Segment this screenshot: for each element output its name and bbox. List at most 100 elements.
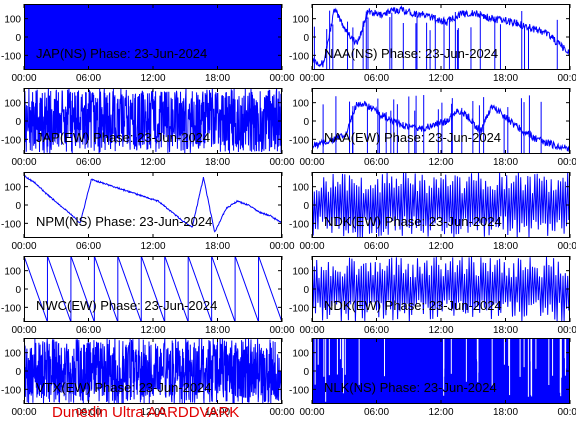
x-tick-label: 12:00 — [140, 407, 165, 418]
x-tick-label: 12:00 — [428, 157, 453, 168]
y-tick-label: 100 — [292, 349, 309, 360]
y-tick-label: -100 — [1, 135, 21, 146]
x-tick-label: 12:00 — [140, 325, 165, 336]
x-tick-label: 12:00 — [140, 73, 165, 84]
phase-panel: 100 0 -100 00:00 06:00 12:00 18:00 00:00 JAP(EW)… — [1, 88, 295, 168]
x-tick-label: 00:00 — [11, 241, 36, 252]
y-tick-label: -100 — [1, 219, 21, 230]
x-tick-label: 12:00 — [428, 241, 453, 252]
phase-trace — [312, 95, 570, 154]
x-tick-label: 18:00 — [493, 73, 518, 84]
x-tick-label: 00:00 — [557, 241, 576, 252]
trace-fill — [312, 338, 570, 404]
x-tick-label: 00:00 — [557, 157, 576, 168]
x-tick-label: 18:00 — [205, 407, 230, 418]
x-tick-label: 18:00 — [493, 157, 518, 168]
y-tick-label: 0 — [303, 201, 309, 212]
x-tick-label: 06:00 — [364, 157, 389, 168]
y-tick-label: -100 — [289, 385, 309, 396]
x-tick-label: 00:00 — [269, 325, 294, 336]
y-tick-label: 0 — [303, 367, 309, 378]
phase-trace — [312, 172, 570, 238]
phase-trace — [24, 175, 282, 233]
x-tick-label: 06:00 — [76, 73, 101, 84]
y-tick-label: -100 — [289, 51, 309, 62]
x-tick-label: 18:00 — [205, 157, 230, 168]
x-tick-label: 06:00 — [364, 407, 389, 418]
x-tick-label: 06:00 — [76, 157, 101, 168]
x-tick-label: 00:00 — [269, 241, 294, 252]
panel-title: NAA(NS) Phase: 23-Jun-2024 — [324, 46, 498, 61]
x-tick-label: 06:00 — [364, 73, 389, 84]
y-tick-label: -100 — [1, 385, 21, 396]
x-tick-label: 00:00 — [11, 157, 36, 168]
x-tick-label: 00:00 — [269, 157, 294, 168]
x-tick-label: 12:00 — [140, 157, 165, 168]
x-tick-label: 00:00 — [269, 73, 294, 84]
x-tick-label: 18:00 — [205, 73, 230, 84]
phase-panel: 100 0 -100 00:00 06:00 12:00 18:00 00:00 NWC(EW)… — [1, 256, 295, 336]
x-tick-label: 18:00 — [493, 241, 518, 252]
x-tick-label: 18:00 — [493, 407, 518, 418]
x-tick-label: 00:00 — [299, 157, 324, 168]
y-tick-label: 0 — [15, 367, 21, 378]
x-tick-label: 18:00 — [493, 325, 518, 336]
y-tick-label: 0 — [15, 285, 21, 296]
y-tick-label: 100 — [292, 99, 309, 110]
y-tick-label: -100 — [289, 135, 309, 146]
phase-panel: 100 0 -100 00:00 06:00 12:00 18:00 00:00 NAA(EW)… — [289, 88, 576, 168]
phase-panel: 100 0 -100 00:00 06:00 12:00 18:00 00:00 NLK(NS)… — [289, 338, 576, 418]
y-tick-label: 0 — [303, 33, 309, 44]
y-tick-label: 0 — [15, 33, 21, 44]
x-tick-label: 00:00 — [11, 407, 36, 418]
y-tick-label: -100 — [289, 303, 309, 314]
x-tick-label: 00:00 — [299, 407, 324, 418]
x-tick-label: 06:00 — [76, 325, 101, 336]
panel-title: NLK(NS) Phase: 23-Jun-2024 — [324, 380, 497, 395]
y-tick-label: 0 — [303, 117, 309, 128]
x-tick-label: 18:00 — [205, 241, 230, 252]
y-tick-label: 0 — [15, 201, 21, 212]
y-tick-label: -100 — [289, 219, 309, 230]
phase-panel: 100 0 -100 00:00 06:00 12:00 18:00 00:00 NDK(EW)… — [289, 256, 576, 336]
panel-title: JAP(EW) Phase: 23-Jun-2024 — [36, 130, 210, 145]
panel-title: JAP(NS) Phase: 23-Jun-2024 — [36, 46, 207, 61]
x-tick-label: 00:00 — [269, 407, 294, 418]
x-tick-label: 00:00 — [299, 325, 324, 336]
x-tick-label: 00:00 — [299, 73, 324, 84]
y-tick-label: 0 — [15, 117, 21, 128]
x-tick-label: 00:00 — [11, 325, 36, 336]
x-tick-label: 06:00 — [76, 407, 101, 418]
phase-trace — [24, 88, 282, 154]
footer-caption: Dunedin Ultra AARDDVARK — [52, 404, 240, 421]
phase-panel: 100 0 -100 00:00 06:00 12:00 18:00 00:00 JAP(NS)… — [1, 4, 295, 84]
phase-panel: 100 0 -100 00:00 06:00 12:00 18:00 00:00 NPM(NS)… — [1, 172, 295, 252]
x-tick-label: 06:00 — [364, 241, 389, 252]
y-tick-label: 100 — [4, 349, 21, 360]
phase-trace — [312, 4, 570, 70]
phase-trace — [24, 338, 282, 404]
trace-fill — [24, 4, 282, 70]
x-tick-label: 00:00 — [11, 73, 36, 84]
phase-panel: 100 0 -100 00:00 06:00 12:00 18:00 00:00 NDK(EW)… — [289, 172, 576, 252]
x-tick-label: 00:00 — [557, 73, 576, 84]
phase-trace — [24, 4, 282, 70]
y-tick-label: 100 — [4, 15, 21, 26]
y-tick-label: 100 — [292, 267, 309, 278]
y-tick-label: -100 — [1, 303, 21, 314]
x-tick-label: 12:00 — [428, 73, 453, 84]
panel-title: NDK(EW) Phase: 23-Jun-2024 — [324, 298, 502, 313]
y-tick-label: 100 — [292, 15, 309, 26]
y-tick-label: -100 — [1, 51, 21, 62]
x-tick-label: 18:00 — [205, 325, 230, 336]
x-tick-label: 00:00 — [557, 325, 576, 336]
y-tick-label: 100 — [4, 267, 21, 278]
panel-title: NAA(EW) Phase: 23-Jun-2024 — [324, 130, 501, 145]
y-tick-label: 100 — [292, 183, 309, 194]
x-tick-label: 00:00 — [557, 407, 576, 418]
y-tick-label: 0 — [303, 285, 309, 296]
x-tick-label: 12:00 — [428, 325, 453, 336]
x-tick-label: 12:00 — [428, 407, 453, 418]
y-tick-label: 100 — [4, 183, 21, 194]
